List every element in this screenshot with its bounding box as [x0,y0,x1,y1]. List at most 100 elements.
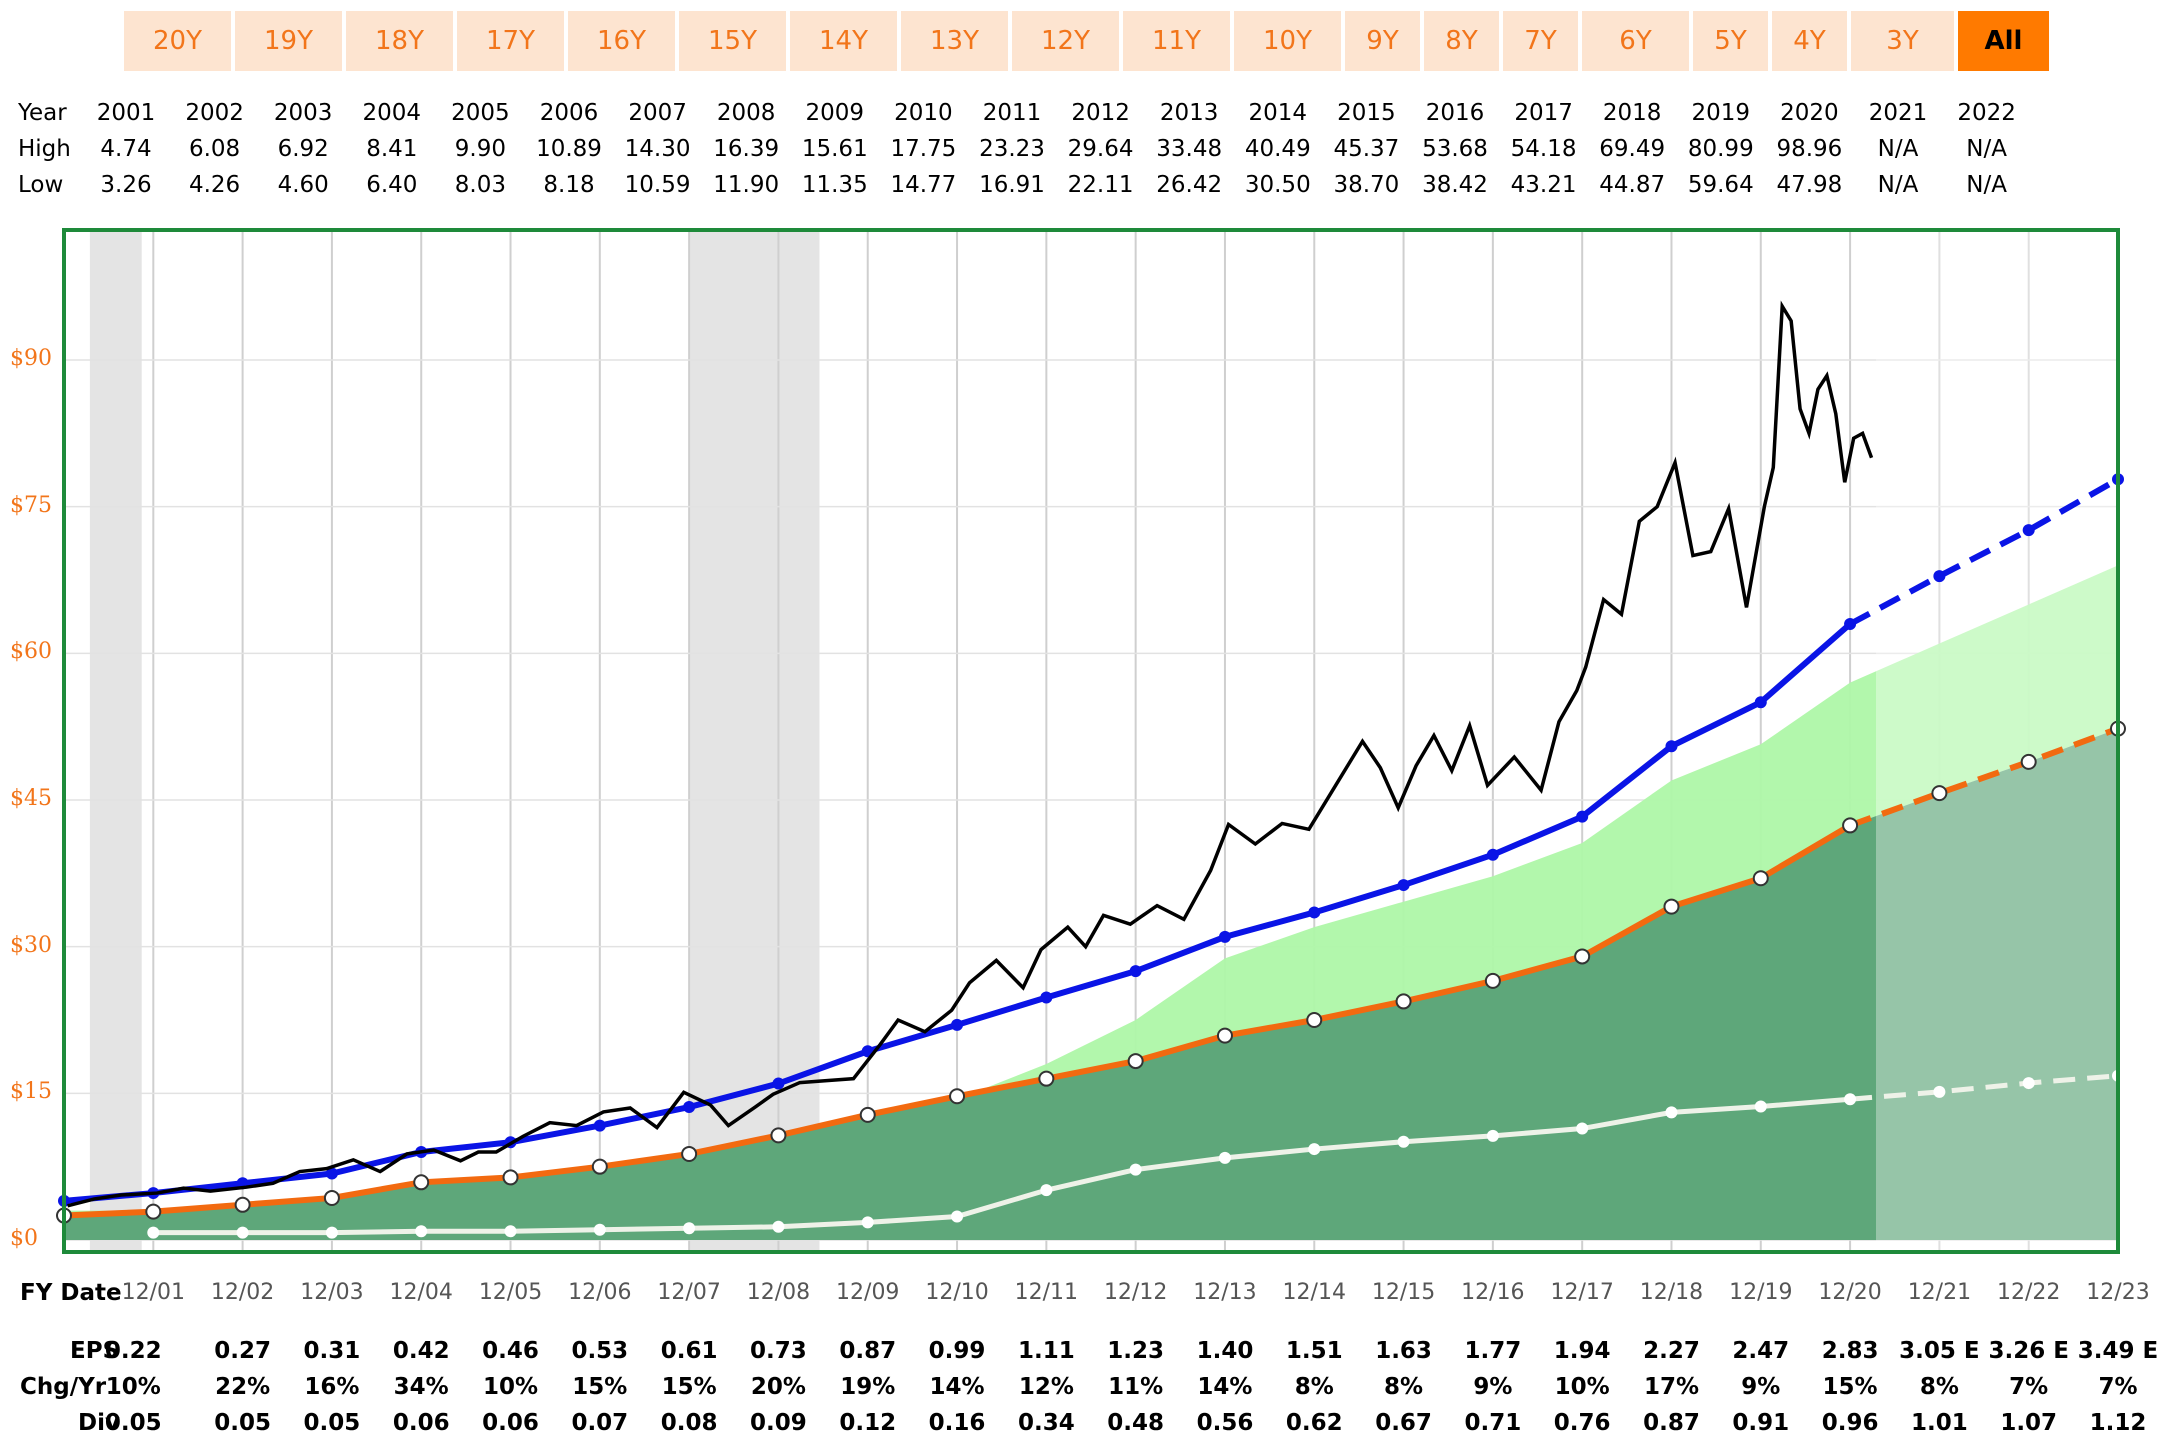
stats-years-cell: 2003 [273,100,333,126]
eps-cell: 0.99 [928,1338,986,1364]
range-button-10y[interactable]: 10Y [1234,11,1341,71]
blue-line-point [1129,965,1142,978]
dividend-point [236,1226,249,1239]
eps-cell: 0.87 [839,1338,897,1364]
range-button-11y[interactable]: 11Y [1123,11,1230,71]
range-button-16y[interactable]: 16Y [568,11,675,71]
stats-high-cell: 45.37 [1333,136,1400,162]
blue-line-point [1844,618,1857,630]
stats-high-cell: 15.61 [801,136,868,162]
earnings-area [64,728,2118,1240]
y-tick-label: $90 [10,346,52,371]
orange-line-point [502,1169,519,1186]
range-button-7y[interactable]: 7Y [1503,11,1578,71]
chg-cell: 15% [572,1374,628,1400]
stats-low-cell: 47.98 [1776,172,1843,198]
eps-cell: 2.27 [1643,1338,1700,1364]
chg-cell: 10% [482,1374,539,1400]
orange-line-point [1574,948,1591,965]
dividend-point [1129,1163,1142,1176]
stats-years-cell: 2021 [1868,100,1928,126]
chg-cell: 8% [1294,1374,1334,1400]
range-button-14y[interactable]: 14Y [790,11,897,71]
range-button-9y[interactable]: 9Y [1345,11,1420,71]
stats-low-cell: 10.59 [624,172,691,198]
stats-high-cell: 4.74 [100,136,152,162]
eps-cell: 2.47 [1732,1338,1790,1364]
stats-low-cell: 44.87 [1599,172,1666,198]
eps-cell: 2.83 [1821,1338,1879,1364]
stats-high-cell: 98.96 [1776,136,1843,162]
chg-cell: 15% [1822,1374,1878,1400]
stats-years-cell: 2007 [628,100,687,126]
chg-cell: 34% [393,1374,449,1400]
orange-line-point [1842,817,1859,834]
stats-years-cell: 2001 [96,100,156,126]
range-button-3y[interactable]: 3Y [1851,11,1954,71]
stats-high-cell: 14.30 [624,136,691,162]
year-row-label: Year [18,100,67,126]
range-button-18y[interactable]: 18Y [346,11,453,71]
stats-low-cell: 14.77 [890,172,957,198]
x-tick-label: 12/11 [1014,1280,1079,1305]
range-button-15y[interactable]: 15Y [679,11,786,71]
range-button-6y[interactable]: 6Y [1582,11,1689,71]
chg-cell: 19% [840,1374,896,1400]
stats-years-cell: 2005 [451,100,510,126]
range-button-4y[interactable]: 4Y [1772,11,1847,71]
range-button-17y[interactable]: 17Y [457,11,564,71]
stats-low-cell: 4.60 [277,172,329,198]
stats-high-cell: N/A [1966,136,2007,162]
dividend-point [951,1210,964,1223]
range-button-13y[interactable]: 13Y [901,11,1008,71]
value-zone-area [64,565,2118,1216]
div-cell: 0.05 [104,1410,162,1436]
stats-high-cell: 53.68 [1422,136,1488,162]
eps-cell: 0.42 [392,1338,450,1364]
blue-line-point [1040,991,1053,1004]
blue-line-point [1754,696,1767,709]
stats-years-cell: 2020 [1780,100,1839,126]
chg-label: Chg/Yr [20,1374,107,1400]
range-button-12y[interactable]: 12Y [1012,11,1119,71]
stats-high-cell: 29.64 [1067,136,1134,162]
orange-line-point [1663,898,1680,915]
range-button-19y[interactable]: 19Y [235,11,342,71]
x-tick-label: 12/19 [1729,1280,1793,1305]
eps-cell: 0.27 [214,1338,271,1364]
stats-low-cell: N/A [1966,172,2007,198]
stats-low-cell: 59.64 [1687,172,1754,198]
dividend-point [1665,1106,1678,1119]
dividend-line-estimate [1849,1073,2119,1102]
orange-line-point [1038,1070,1055,1087]
range-button-20y[interactable]: 20Y [124,11,231,71]
chg-cell: 8% [1384,1374,1424,1400]
chg-cell: 15% [661,1374,717,1400]
chg-cell: 10% [1554,1374,1610,1400]
y-tick-label: $0 [10,1226,38,1251]
eps-cell: 1.51 [1285,1338,1343,1364]
range-button-all[interactable]: All [1958,11,2049,71]
chg-cell: 11% [1108,1374,1164,1400]
blue-line-point [1308,906,1321,919]
x-tick-label: 12/15 [1371,1280,1436,1305]
blue-line-point [772,1077,785,1090]
orange-line-point [1395,993,1412,1010]
stats-low-cell: 16.91 [979,172,1045,198]
stats-years-cell: 2018 [1602,100,1662,126]
stats-low-cell: 43.21 [1510,172,1577,198]
stats-high-cell: N/A [1877,136,1919,162]
x-tick-label: 12/20 [1818,1280,1882,1305]
high-row-label: High [18,136,71,162]
range-button-8y[interactable]: 8Y [1424,11,1499,71]
range-button-5y[interactable]: 5Y [1693,11,1768,71]
chart-frame [62,228,2120,1254]
chg-cell: 20% [750,1374,806,1400]
stats-years-cell: 2006 [539,100,599,126]
eps-cell: 3.49 E [2077,1338,2159,1364]
stats-high-cell: 69.49 [1599,136,1666,162]
chg-cell: 16% [304,1374,360,1400]
x-tick-label: 12/23 [2086,1280,2150,1305]
chg-cell: 12% [1018,1374,1074,1400]
